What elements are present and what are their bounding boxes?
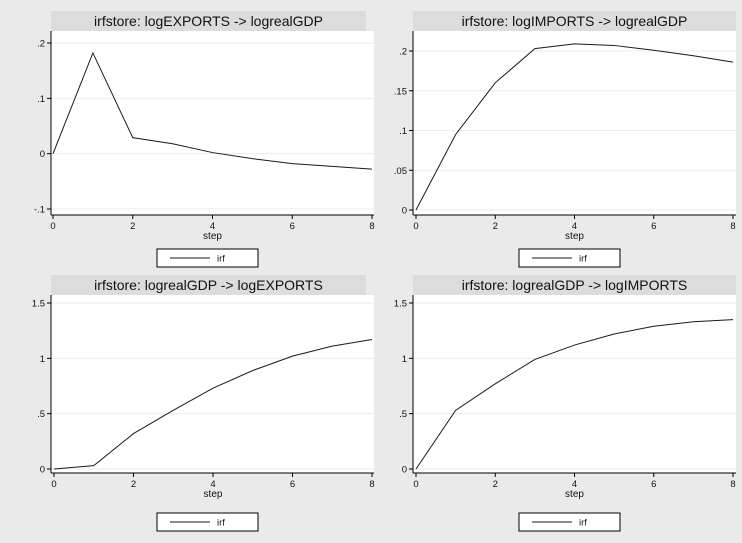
x-tick-label: 0	[50, 221, 55, 232]
y-tick-label: .2	[399, 47, 407, 58]
y-tick-label: -.1	[34, 205, 45, 216]
x-tick-label: 2	[493, 221, 498, 232]
legend-label: irf	[579, 518, 587, 529]
plot-area	[413, 31, 736, 215]
x-tick-label: 8	[369, 479, 374, 490]
series-line-1	[53, 339, 373, 470]
chart-panel-4: irfstore: logrealGDP -> logIMPORTS 0 .5 1 1.…	[394, 275, 736, 532]
chart-title-bar	[51, 11, 366, 31]
x-tick-label: 4	[572, 479, 577, 490]
y-tick-label: 0	[402, 465, 407, 476]
x-tick-label: 4	[210, 479, 215, 490]
x-tick-label: 6	[290, 479, 295, 490]
legend: irf	[518, 512, 621, 532]
x-tick-label: 2	[130, 221, 135, 232]
series-line-1	[415, 43, 734, 211]
legend: irf	[156, 248, 259, 268]
y-tick-label: 1	[40, 354, 45, 365]
x-tick-label: 4	[572, 221, 577, 232]
chart-title-bar	[51, 275, 366, 295]
x-tick-label: 2	[131, 479, 136, 490]
chart-panel-1: irfstore: logEXPORTS -> logrealGDP -.1 0 .1…	[34, 11, 375, 268]
x-tick-label: 0	[413, 221, 418, 232]
chart-panel-3: irfstore: logrealGDP -> logEXPORTS 0 .5 1 1.…	[32, 275, 375, 532]
x-tick-label: 8	[369, 221, 374, 232]
y-tick-label: .5	[37, 409, 45, 420]
x-tick-label: 2	[493, 479, 498, 490]
x-axis-label: step	[204, 489, 223, 500]
chart-title: irfstore: logrealGDP -> logEXPORTS	[94, 277, 323, 293]
y-tick-label: 1.5	[394, 299, 407, 310]
x-axis-label: step	[565, 231, 584, 242]
x-tick-label: 8	[730, 479, 735, 490]
y-tick-label: .2	[37, 39, 45, 50]
x-axis-label: step	[203, 231, 222, 242]
chart-title: irfstore: logrealGDP -> logIMPORTS	[462, 277, 688, 293]
chart-title-bar	[413, 11, 736, 31]
y-tick-label: 1	[402, 354, 407, 365]
plot-area	[413, 295, 736, 473]
x-tick-label: 6	[651, 479, 656, 490]
chart-title-bar	[413, 275, 736, 295]
y-tick-label: 0	[402, 206, 407, 217]
y-tick-label: 0	[40, 149, 45, 160]
y-tick-label: 0	[40, 465, 45, 476]
legend-label: irf	[217, 518, 225, 529]
chart-title: irfstore: logIMPORTS -> logrealGDP	[462, 13, 688, 29]
y-tick-label: .05	[394, 166, 407, 177]
x-tick-label: 8	[730, 221, 735, 232]
legend-label: irf	[579, 254, 587, 265]
x-tick-label: 4	[210, 221, 215, 232]
y-tick-label: .5	[399, 409, 407, 420]
x-tick-label: 6	[290, 221, 295, 232]
series-line-1	[52, 51, 373, 170]
x-axis-label: step	[565, 489, 584, 500]
x-tick-label: 0	[413, 479, 418, 490]
series-line-1	[415, 319, 734, 470]
legend: irf	[518, 248, 621, 268]
x-tick-label: 6	[651, 221, 656, 232]
plot-area	[51, 295, 374, 473]
legend: irf	[156, 512, 259, 532]
x-tick-label: 0	[51, 479, 56, 490]
y-tick-label: 1.5	[32, 299, 45, 310]
y-tick-label: .1	[37, 94, 45, 105]
legend-label: irf	[217, 254, 225, 265]
y-tick-label: .1	[399, 126, 407, 137]
chart-title: irfstore: logEXPORTS -> logrealGDP	[94, 13, 323, 29]
chart-panel-2: irfstore: logIMPORTS -> logrealGDP 0 .05 .1…	[394, 11, 736, 268]
y-tick-label: .15	[394, 86, 407, 97]
plot-area	[51, 31, 374, 215]
